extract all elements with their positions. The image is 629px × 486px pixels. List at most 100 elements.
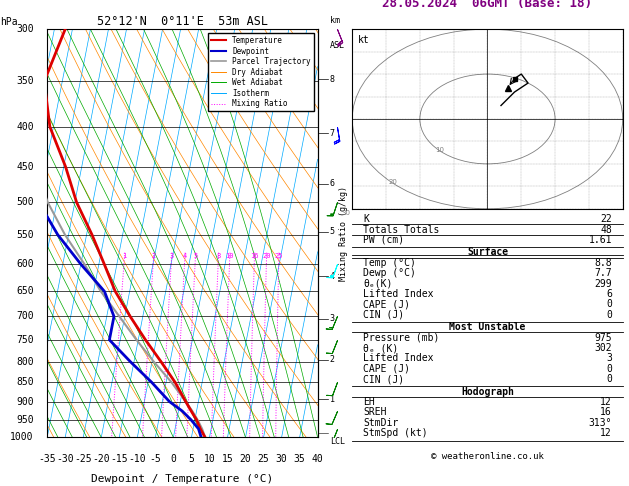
Text: 30: 30	[276, 454, 287, 464]
Text: 16: 16	[600, 407, 612, 417]
Text: 4: 4	[182, 253, 187, 260]
Text: 7.7: 7.7	[594, 268, 612, 278]
Text: 10: 10	[436, 147, 445, 154]
Text: 8: 8	[330, 75, 335, 84]
Text: -25: -25	[74, 454, 92, 464]
Text: K: K	[363, 214, 369, 224]
Text: 22: 22	[600, 214, 612, 224]
Text: Temp (°C): Temp (°C)	[363, 258, 416, 268]
Text: 15: 15	[221, 454, 233, 464]
Text: 0: 0	[606, 364, 612, 374]
Text: 25: 25	[274, 253, 283, 260]
Text: 500: 500	[16, 197, 34, 208]
Text: 20: 20	[388, 179, 398, 185]
Text: © weatheronline.co.uk: © weatheronline.co.uk	[431, 452, 544, 461]
Text: 650: 650	[16, 286, 34, 296]
Text: 28.05.2024  06GMT (Base: 18): 28.05.2024 06GMT (Base: 18)	[382, 0, 593, 10]
Text: 5: 5	[193, 253, 198, 260]
Text: Totals Totals: Totals Totals	[363, 225, 440, 235]
Text: 12: 12	[600, 428, 612, 438]
Text: km: km	[330, 16, 340, 25]
Text: 400: 400	[16, 122, 34, 132]
Text: 950: 950	[16, 415, 34, 425]
Text: 12: 12	[600, 397, 612, 407]
Text: 550: 550	[16, 230, 34, 240]
Text: 2: 2	[151, 253, 155, 260]
Text: PW (cm): PW (cm)	[363, 235, 404, 245]
Text: 40: 40	[312, 454, 323, 464]
Text: 750: 750	[16, 335, 34, 345]
Text: LCL: LCL	[330, 437, 345, 446]
Text: 1: 1	[330, 395, 335, 403]
Text: 975: 975	[594, 332, 612, 343]
Text: 0: 0	[606, 299, 612, 310]
Text: 1000: 1000	[10, 433, 34, 442]
Text: 48: 48	[600, 225, 612, 235]
Text: Hodograph: Hodograph	[461, 387, 514, 397]
Text: Dewpoint / Temperature (°C): Dewpoint / Temperature (°C)	[91, 474, 274, 484]
Text: 1.61: 1.61	[588, 235, 612, 245]
Text: 313°: 313°	[588, 418, 612, 428]
Text: 850: 850	[16, 377, 34, 387]
Text: -35: -35	[38, 454, 56, 464]
Text: 8: 8	[216, 253, 220, 260]
Text: 5: 5	[189, 454, 194, 464]
Text: Most Unstable: Most Unstable	[449, 322, 526, 332]
Text: 350: 350	[16, 76, 34, 87]
Text: Pressure (mb): Pressure (mb)	[363, 332, 440, 343]
Text: 800: 800	[16, 357, 34, 367]
Text: θₑ (K): θₑ (K)	[363, 343, 398, 353]
Text: 3: 3	[330, 314, 335, 323]
Text: StmDir: StmDir	[363, 418, 398, 428]
Text: 7: 7	[330, 129, 335, 138]
Text: ASL: ASL	[330, 41, 345, 51]
Text: 700: 700	[16, 312, 34, 321]
Text: Surface: Surface	[467, 247, 508, 258]
Text: StmSpd (kt): StmSpd (kt)	[363, 428, 428, 438]
Text: 600: 600	[16, 259, 34, 269]
Text: SREH: SREH	[363, 407, 387, 417]
Text: 0: 0	[606, 374, 612, 384]
Text: -10: -10	[128, 454, 146, 464]
Text: 6: 6	[606, 289, 612, 299]
Text: 300: 300	[16, 24, 34, 34]
Text: 3: 3	[606, 353, 612, 364]
Text: 5: 5	[330, 227, 335, 236]
Text: 900: 900	[16, 397, 34, 407]
Text: Lifted Index: Lifted Index	[363, 353, 433, 364]
Text: Lifted Index: Lifted Index	[363, 289, 433, 299]
Text: 2: 2	[330, 355, 335, 364]
Text: 299: 299	[594, 278, 612, 289]
Text: 0: 0	[170, 454, 176, 464]
Text: θₑ(K): θₑ(K)	[363, 278, 392, 289]
Text: CAPE (J): CAPE (J)	[363, 299, 410, 310]
Text: 10: 10	[204, 454, 215, 464]
Text: Dewp (°C): Dewp (°C)	[363, 268, 416, 278]
Text: CAPE (J): CAPE (J)	[363, 364, 410, 374]
Text: 8.8: 8.8	[594, 258, 612, 268]
Text: 35: 35	[294, 454, 306, 464]
Text: 20: 20	[240, 454, 252, 464]
Text: 30: 30	[341, 210, 350, 216]
Text: hPa: hPa	[1, 17, 18, 27]
Text: CIN (J): CIN (J)	[363, 374, 404, 384]
Text: -5: -5	[150, 454, 161, 464]
Text: -20: -20	[92, 454, 110, 464]
Text: -30: -30	[57, 454, 74, 464]
Text: 10: 10	[225, 253, 234, 260]
Text: 6: 6	[330, 179, 335, 188]
Text: -15: -15	[111, 454, 128, 464]
Text: 25: 25	[258, 454, 269, 464]
Text: CIN (J): CIN (J)	[363, 310, 404, 320]
Text: 16: 16	[250, 253, 259, 260]
Text: 450: 450	[16, 162, 34, 172]
Title: 52°12'N  0°11'E  53m ASL: 52°12'N 0°11'E 53m ASL	[97, 15, 268, 28]
Text: EH: EH	[363, 397, 375, 407]
Text: 302: 302	[594, 343, 612, 353]
Text: 20: 20	[262, 253, 270, 260]
Text: 1: 1	[122, 253, 126, 260]
Text: 0: 0	[606, 310, 612, 320]
Text: 4: 4	[330, 272, 335, 281]
Text: 3: 3	[169, 253, 174, 260]
Legend: Temperature, Dewpoint, Parcel Trajectory, Dry Adiabat, Wet Adiabat, Isotherm, Mi: Temperature, Dewpoint, Parcel Trajectory…	[208, 33, 314, 111]
